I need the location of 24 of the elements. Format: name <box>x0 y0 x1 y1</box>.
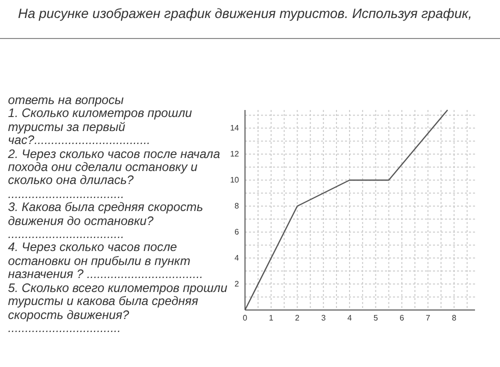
y-tick-label: 6 <box>234 228 240 237</box>
y-tick-label: 4 <box>234 254 240 263</box>
y-tick-label: 2 <box>234 280 240 289</box>
x-tick-label: 3 <box>321 314 326 323</box>
y-tick-label: 8 <box>234 202 240 211</box>
text: ................................. <box>8 320 122 336</box>
y-tick-label: 10 <box>230 176 240 185</box>
x-tick-label: 8 <box>452 314 457 323</box>
x-tick-label: 1 <box>268 314 274 323</box>
y-tick-label: 14 <box>230 124 240 133</box>
x-tick-label: 6 <box>400 314 405 323</box>
text: 2. Через сколько часов после начала похода они сделали остановку и сколько она длилась? <box>8 146 222 188</box>
y-tick-label: 12 <box>230 150 240 159</box>
text: .................................. <box>8 186 126 202</box>
text: 5. Сколько всего километров прошли туристы и какова была средняя скорость движения? <box>8 280 228 322</box>
text: 1. Сколько километров прошли туристы за первый час?.................................. <box>8 106 193 148</box>
x-tick-label: 2 <box>295 314 300 323</box>
x-tick-label: 5 <box>373 314 378 323</box>
x-tick-label: 0 <box>242 314 248 323</box>
text: 3. Какова была средняя скорость движения до остановки? <box>8 200 204 228</box>
text: .................................. <box>8 227 126 242</box>
x-tick-label: 4 <box>347 314 352 323</box>
text: 4. Через сколько часов после остановки он прибыли в пункт назначения ? .................................. <box>8 240 204 282</box>
x-tick-label: 7 <box>426 314 431 323</box>
